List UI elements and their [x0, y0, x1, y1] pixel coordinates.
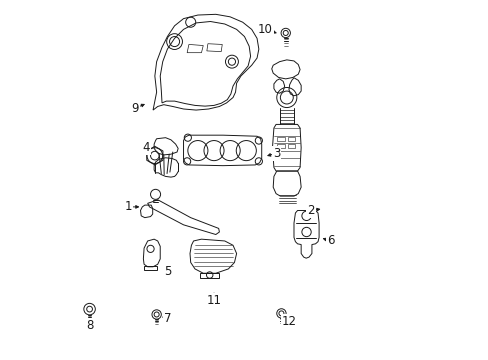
- Bar: [287, 137, 294, 141]
- Bar: [277, 137, 285, 140]
- Text: 12: 12: [281, 315, 296, 328]
- Text: 5: 5: [163, 265, 171, 278]
- Text: 11: 11: [206, 294, 221, 307]
- Text: 7: 7: [163, 311, 171, 325]
- Bar: [287, 144, 294, 148]
- Text: 8: 8: [86, 319, 93, 332]
- Text: 9: 9: [131, 102, 139, 115]
- Text: 6: 6: [326, 234, 334, 247]
- Text: 10: 10: [257, 23, 272, 36]
- Bar: [277, 144, 285, 148]
- Text: 3: 3: [272, 147, 280, 159]
- Text: 1: 1: [124, 201, 131, 213]
- Text: 2: 2: [306, 204, 314, 217]
- Text: 4: 4: [142, 141, 149, 154]
